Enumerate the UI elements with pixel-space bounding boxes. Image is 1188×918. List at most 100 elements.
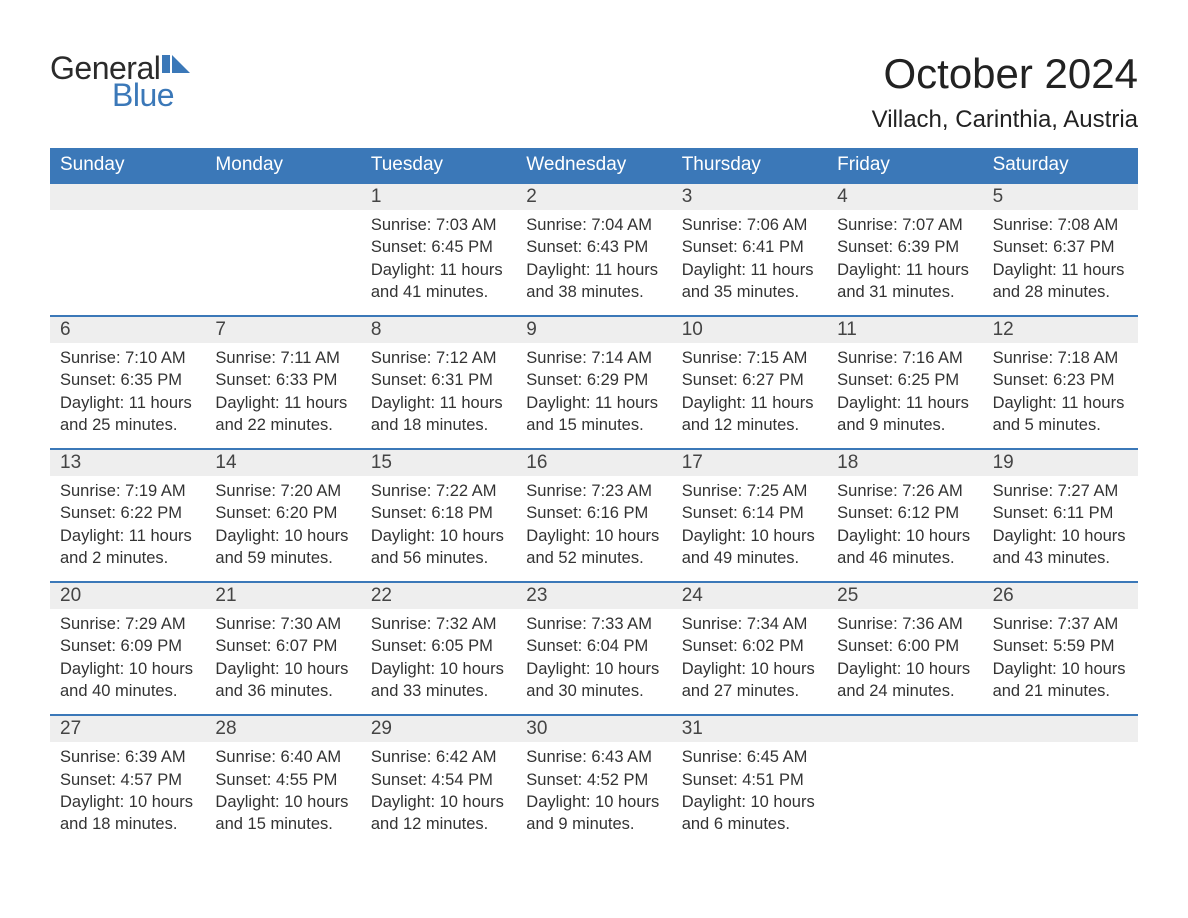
day-number: 13 — [50, 450, 205, 476]
day-number: 18 — [827, 450, 982, 476]
day-info: Sunrise: 7:30 AMSunset: 6:07 PMDaylight:… — [215, 613, 350, 702]
daylight-line1: Daylight: 11 hours — [993, 259, 1128, 281]
sunset-text: Sunset: 6:22 PM — [60, 502, 195, 524]
day-number: 1 — [361, 184, 516, 210]
day-info: Sunrise: 6:39 AMSunset: 4:57 PMDaylight:… — [60, 746, 195, 835]
sunset-text: Sunset: 6:29 PM — [526, 369, 661, 391]
sunrise-text: Sunrise: 7:32 AM — [371, 613, 506, 635]
daylight-line2: and 36 minutes. — [215, 680, 350, 702]
sunrise-text: Sunrise: 7:18 AM — [993, 347, 1128, 369]
location-text: Villach, Carinthia, Austria — [872, 106, 1138, 134]
day-info: Sunrise: 6:40 AMSunset: 4:55 PMDaylight:… — [215, 746, 350, 835]
day-number: 21 — [205, 583, 360, 609]
sunrise-text: Sunrise: 7:07 AM — [837, 214, 972, 236]
daylight-line1: Daylight: 11 hours — [60, 525, 195, 547]
calendar-day-cell: 25 Sunrise: 7:36 AMSunset: 6:00 PMDayligh… — [827, 583, 982, 714]
daylight-line2: and 22 minutes. — [215, 414, 350, 436]
sunrise-text: Sunrise: 7:22 AM — [371, 480, 506, 502]
day-info: Sunrise: 7:26 AMSunset: 6:12 PMDaylight:… — [837, 480, 972, 569]
sunset-text: Sunset: 6:16 PM — [526, 502, 661, 524]
daylight-line1: Daylight: 10 hours — [371, 791, 506, 813]
day-number: 6 — [50, 317, 205, 343]
sunrise-text: Sunrise: 7:26 AM — [837, 480, 972, 502]
day-info: Sunrise: 7:37 AMSunset: 5:59 PMDaylight:… — [993, 613, 1128, 702]
sunrise-text: Sunrise: 7:12 AM — [371, 347, 506, 369]
day-info: Sunrise: 7:20 AMSunset: 6:20 PMDaylight:… — [215, 480, 350, 569]
day-info: Sunrise: 7:29 AMSunset: 6:09 PMDaylight:… — [60, 613, 195, 702]
calendar-week: 1 Sunrise: 7:03 AMSunset: 6:45 PMDaylight… — [50, 182, 1138, 315]
sunset-text: Sunset: 6:27 PM — [682, 369, 817, 391]
day-info: Sunrise: 7:22 AMSunset: 6:18 PMDaylight:… — [371, 480, 506, 569]
daylight-line2: and 9 minutes. — [837, 414, 972, 436]
daylight-line2: and 12 minutes. — [682, 414, 817, 436]
calendar-day-cell: 27Sunrise: 6:39 AMSunset: 4:57 PMDayligh… — [50, 716, 205, 847]
daylight-line1: Daylight: 11 hours — [682, 259, 817, 281]
day-number: 5 — [983, 184, 1138, 210]
sunrise-text: Sunrise: 6:45 AM — [682, 746, 817, 768]
daylight-line2: and 15 minutes. — [526, 414, 661, 436]
daylight-line2: and 43 minutes. — [993, 547, 1128, 569]
day-header-friday: Friday — [827, 148, 982, 182]
day-number: 26 — [983, 583, 1138, 609]
daylight-line1: Daylight: 10 hours — [526, 525, 661, 547]
sunrise-text: Sunrise: 6:39 AM — [60, 746, 195, 768]
sunset-text: Sunset: 6:00 PM — [837, 635, 972, 657]
day-info: Sunrise: 7:11 AMSunset: 6:33 PMDaylight:… — [215, 347, 350, 436]
month-title: October 2024 — [872, 50, 1138, 98]
day-header-thursday: Thursday — [672, 148, 827, 182]
daylight-line2: and 18 minutes. — [371, 414, 506, 436]
sunrise-text: Sunrise: 7:11 AM — [215, 347, 350, 369]
calendar-day-cell: 11Sunrise: 7:16 AMSunset: 6:25 PMDayligh… — [827, 317, 982, 448]
daylight-line1: Daylight: 11 hours — [526, 392, 661, 414]
day-info: Sunrise: 7:34 AMSunset: 6:02 PMDaylight:… — [682, 613, 817, 702]
day-header-saturday: Saturday — [983, 148, 1138, 182]
sunrise-text: Sunrise: 7:10 AM — [60, 347, 195, 369]
daylight-line2: and 18 minutes. — [60, 813, 195, 835]
day-number — [50, 184, 205, 210]
daylight-line2: and 46 minutes. — [837, 547, 972, 569]
day-info: Sunrise: 7:23 AMSunset: 6:16 PMDaylight:… — [526, 480, 661, 569]
sunset-text: Sunset: 6:12 PM — [837, 502, 972, 524]
sunset-text: Sunset: 4:57 PM — [60, 769, 195, 791]
day-info: Sunrise: 7:10 AMSunset: 6:35 PMDaylight:… — [60, 347, 195, 436]
day-number: 3 — [672, 184, 827, 210]
calendar: Sunday Monday Tuesday Wednesday Thursday… — [50, 148, 1138, 847]
day-info: Sunrise: 7:25 AMSunset: 6:14 PMDaylight:… — [682, 480, 817, 569]
sunrise-text: Sunrise: 7:19 AM — [60, 480, 195, 502]
day-number: 25 — [827, 583, 982, 609]
calendar-day-cell — [983, 716, 1138, 847]
day-info: Sunrise: 7:16 AMSunset: 6:25 PMDaylight:… — [837, 347, 972, 436]
sunrise-text: Sunrise: 7:14 AM — [526, 347, 661, 369]
day-number: 16 — [516, 450, 671, 476]
sunrise-text: Sunrise: 7:20 AM — [215, 480, 350, 502]
daylight-line1: Daylight: 10 hours — [215, 791, 350, 813]
sunset-text: Sunset: 6:33 PM — [215, 369, 350, 391]
daylight-line1: Daylight: 11 hours — [371, 259, 506, 281]
calendar-week: 27Sunrise: 6:39 AMSunset: 4:57 PMDayligh… — [50, 714, 1138, 847]
sunrise-text: Sunrise: 7:34 AM — [682, 613, 817, 635]
daylight-line1: Daylight: 10 hours — [837, 658, 972, 680]
day-info: Sunrise: 7:03 AMSunset: 6:45 PMDaylight:… — [371, 214, 506, 303]
daylight-line1: Daylight: 10 hours — [682, 791, 817, 813]
daylight-line1: Daylight: 11 hours — [526, 259, 661, 281]
weeks-container: 1 Sunrise: 7:03 AMSunset: 6:45 PMDaylight… — [50, 182, 1138, 847]
sunrise-text: Sunrise: 7:03 AM — [371, 214, 506, 236]
day-info: Sunrise: 7:19 AMSunset: 6:22 PMDaylight:… — [60, 480, 195, 569]
day-number: 20 — [50, 583, 205, 609]
daylight-line1: Daylight: 11 hours — [215, 392, 350, 414]
sunset-text: Sunset: 6:39 PM — [837, 236, 972, 258]
calendar-day-cell: 22Sunrise: 7:32 AMSunset: 6:05 PMDayligh… — [361, 583, 516, 714]
day-number — [983, 716, 1138, 742]
sunrise-text: Sunrise: 7:33 AM — [526, 613, 661, 635]
calendar-day-cell: 16 Sunrise: 7:23 AMSunset: 6:16 PMDayligh… — [516, 450, 671, 581]
day-info: Sunrise: 7:36 AMSunset: 6:00 PMDaylight:… — [837, 613, 972, 702]
day-number — [827, 716, 982, 742]
calendar-day-cell: 29Sunrise: 6:42 AMSunset: 4:54 PMDayligh… — [361, 716, 516, 847]
daylight-line1: Daylight: 11 hours — [993, 392, 1128, 414]
sunset-text: Sunset: 6:14 PM — [682, 502, 817, 524]
day-info: Sunrise: 7:15 AMSunset: 6:27 PMDaylight:… — [682, 347, 817, 436]
logo-text-blue: Blue — [112, 77, 174, 114]
sunset-text: Sunset: 6:31 PM — [371, 369, 506, 391]
calendar-day-cell: 31Sunrise: 6:45 AMSunset: 4:51 PMDayligh… — [672, 716, 827, 847]
day-number: 17 — [672, 450, 827, 476]
